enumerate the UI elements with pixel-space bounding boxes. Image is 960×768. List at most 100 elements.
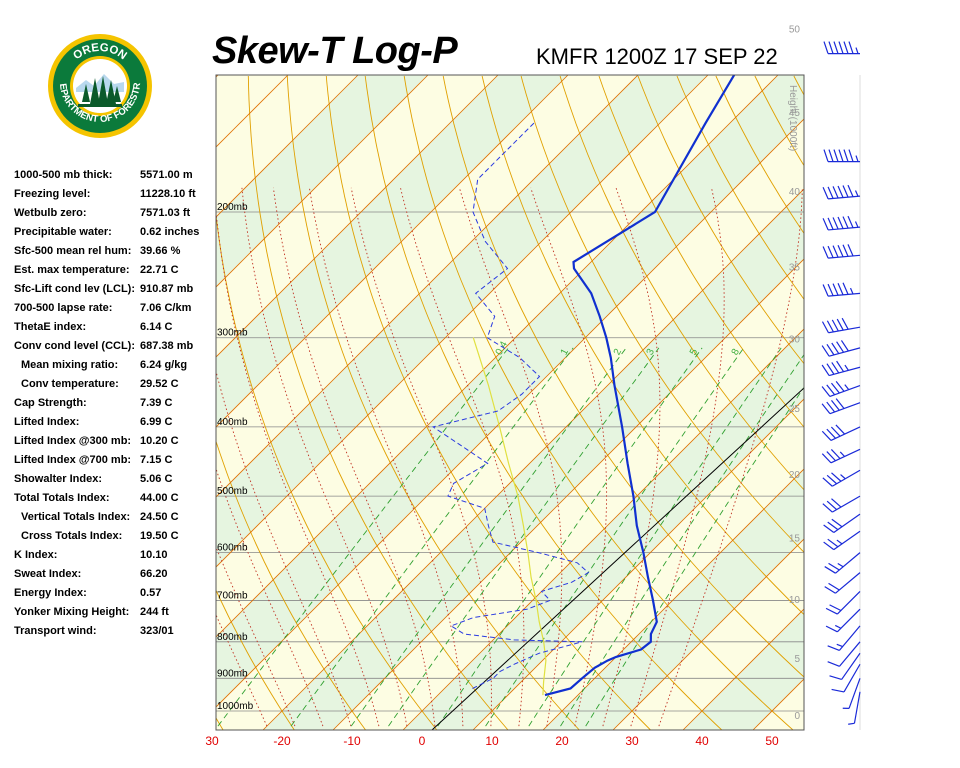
wind-barb-flag <box>831 688 845 693</box>
mixing-ratio-label: 3 <box>645 347 658 357</box>
wind-barb-flag <box>823 41 829 54</box>
index-row: Transport wind: 323/01 <box>14 625 214 644</box>
wind-barb <box>822 495 861 513</box>
temperature-trace <box>544 75 736 697</box>
dry-adiabat <box>216 439 366 730</box>
wind-barb <box>825 608 861 633</box>
wind-barb-flag <box>831 342 840 354</box>
index-row: Sweat Index: 66.20 <box>14 568 214 587</box>
wind-barb <box>842 678 861 710</box>
wind-barb <box>821 398 861 415</box>
wind-barb-flag <box>832 283 839 296</box>
wind-barb <box>827 625 861 651</box>
dry-adiabat <box>911 76 960 730</box>
index-value: 10.10 <box>140 549 168 561</box>
moist-adiabat <box>216 369 352 727</box>
index-label: Precipitable water: <box>14 226 112 238</box>
wind-barb-staff <box>830 448 861 464</box>
temperature-tick-label: 10 <box>485 734 499 748</box>
index-value: 22.71 C <box>140 264 179 276</box>
indices-panel: 1000-500 mb thick: 5571.00 m Freezing leve… <box>14 169 214 644</box>
wind-barb <box>824 572 861 594</box>
wind-barb-flag <box>847 184 854 197</box>
index-value: 11228.10 ft <box>140 188 196 200</box>
isotherm-line <box>216 75 569 428</box>
moist-adiabat <box>241 187 408 727</box>
wind-barb-flag <box>836 318 844 331</box>
wind-barb <box>823 41 860 55</box>
wind-barb-flag <box>848 41 854 54</box>
wind-barb-half-flag <box>844 364 849 371</box>
wind-barb-flag <box>847 215 854 228</box>
wind-barb <box>829 652 861 681</box>
index-value: 6.24 g/kg <box>140 359 188 371</box>
dry-adiabat <box>364 75 723 730</box>
isotherm-line <box>332 258 804 730</box>
wind-barb-staff <box>836 608 861 633</box>
wind-barb-flag <box>831 518 843 528</box>
wind-barb-flag <box>848 149 854 162</box>
wind-barb-flag <box>821 403 831 415</box>
temperature-tick-label: 50 <box>765 734 779 748</box>
index-row: Sfc-Lift cond lev (LCL): 910.87 mb <box>14 283 214 302</box>
wind-barb-flag <box>830 399 840 411</box>
mixing-ratio-line <box>217 347 509 727</box>
wind-barb-flag <box>827 645 840 651</box>
index-row: Conv cond level (CCL): 687.38 mb <box>14 340 214 359</box>
index-row: K Index: 10.10 <box>14 549 214 568</box>
isotherm-line <box>682 608 804 730</box>
wind-barb-flag <box>831 319 839 332</box>
wind-barb <box>825 591 861 615</box>
height-tick-label: 40 <box>789 187 801 198</box>
wind-barb-flag <box>842 185 849 198</box>
wind-barb-flag <box>823 541 835 551</box>
wind-barb-half-flag <box>855 47 859 54</box>
wind-barb <box>823 530 861 551</box>
index-value: 7.06 C/km <box>140 302 192 314</box>
dry-adiabat <box>715 75 804 235</box>
pressure-label: 300mb <box>217 328 248 339</box>
index-value: 323/01 <box>140 625 174 637</box>
index-row: Cap Strength: 7.39 C <box>14 397 214 416</box>
index-row: Wetbulb zero: 7571.03 ft <box>14 207 214 226</box>
mixing-ratio-line <box>585 386 804 727</box>
wind-barb-staff <box>843 663 861 693</box>
wind-barb-flag <box>829 604 842 612</box>
wind-barb-flag <box>843 41 849 54</box>
moist-adiabat <box>602 187 661 727</box>
isotherm-line <box>216 75 219 78</box>
wind-barb-half-flag <box>844 384 850 390</box>
logo-ground <box>78 104 122 107</box>
mixing-ratio-label: 5 <box>688 347 701 357</box>
wind-barb-flag <box>828 149 834 162</box>
height-tick-label: 0 <box>794 711 800 722</box>
wind-barb <box>821 360 861 377</box>
wind-barb-flag <box>821 364 830 376</box>
mixing-ratio-label: 2 <box>612 347 625 357</box>
wind-barb <box>821 340 861 357</box>
wind-barb-flag <box>822 246 829 259</box>
wind-barb-staff <box>828 226 861 231</box>
wind-barb-flag <box>826 363 835 375</box>
index-row: Conv temperature: 29.52 C <box>14 378 214 397</box>
index-row: 700-500 lapse rate: 7.06 C/km <box>14 302 214 321</box>
moist-adiabat <box>216 207 380 727</box>
index-label: Vertical Totals Index: <box>21 511 131 523</box>
wind-barb-flag <box>823 524 835 533</box>
isotherm-line <box>216 75 779 638</box>
wind-barb-staff <box>848 678 861 709</box>
index-row: Lifted Index @300 mb: 10.20 C <box>14 435 214 454</box>
mixing-ratio-line <box>485 347 745 727</box>
wind-barb <box>822 244 861 259</box>
index-label: Sfc-500 mean rel hum: <box>14 245 132 257</box>
height-tick-label: 10 <box>789 595 801 606</box>
wind-barb <box>848 691 861 725</box>
wind-barb-flag <box>838 149 844 162</box>
height-tick-label: 50 <box>789 25 801 36</box>
index-label: Lifted Index @700 mb: <box>14 454 132 466</box>
mixing-ratio-line <box>560 353 804 727</box>
index-label: Cross Totals Index: <box>21 530 123 542</box>
wind-barb-flag <box>830 382 840 394</box>
index-row: Lifted Index: 6.99 C <box>14 416 214 435</box>
isotherm-line <box>472 398 804 730</box>
